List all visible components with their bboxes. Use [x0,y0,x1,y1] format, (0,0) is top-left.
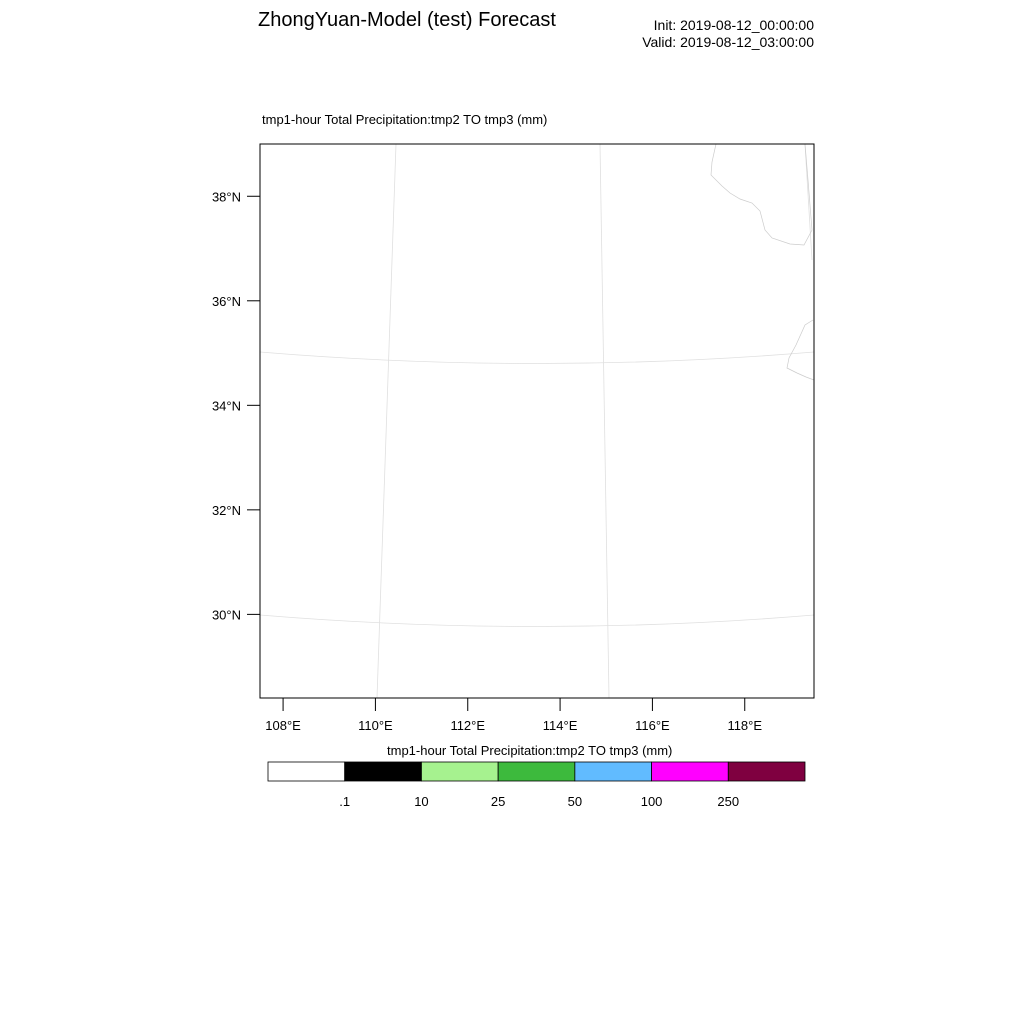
map-subtitle: tmp1-hour Total Precipitation:tmp2 TO tm… [262,112,548,127]
forecast-time-info: Init: 2019-08-12_00:00:00 Valid: 2019-08… [642,17,814,51]
meridian-115e [599,143,610,699]
meridian-120e [804,143,813,261]
colorbar-bin-1 [344,761,422,782]
colorbar-label-0: .1 [339,794,350,809]
colorbar-label-1: 10 [414,794,428,809]
colorbar-bin-4 [574,761,652,782]
lat-label-32: 32°N [212,503,241,518]
forecast-title: ZhongYuan-Model (test) Forecast [258,9,556,31]
meridian-110e [376,143,397,699]
lon-label-116: 116°E [635,718,670,733]
colorbar-title: tmp1-hour Total Precipitation:tmp2 TO tm… [387,743,673,758]
colorbar-bin-2 [421,761,499,782]
colorbar-bin-6 [727,761,806,782]
precipitation-colorbar: .1 10 25 50 100 250 [267,761,806,809]
colorbar-label-3: 50 [568,794,582,809]
lat-label-30: 30°N [212,607,241,622]
lat-label-34: 34°N [212,398,241,413]
lon-label-112: 112°E [450,718,485,733]
colorbar-label-2: 25 [491,794,505,809]
parallel-30n [259,614,815,627]
lat-label-36: 36°N [212,294,241,309]
coastline [710,143,815,381]
colorbar-bin-0 [267,761,346,782]
valid-time: Valid: 2019-08-12_03:00:00 [642,34,814,50]
lon-label-108: 108°E [265,718,301,733]
colorbar-bin-5 [651,761,729,782]
colorbar-label-5: 250 [717,794,739,809]
longitude-axis: 108°E 110°E 112°E 114°E 116°E 118°E [265,698,762,733]
lon-label-110: 110°E [358,718,393,733]
lon-label-114: 114°E [543,718,578,733]
colorbar-label-4: 100 [641,794,663,809]
colorbar-bin-3 [497,761,576,782]
latitude-axis: 38°N 36°N 34°N 32°N 30°N [212,189,260,622]
init-time: Init: 2019-08-12_00:00:00 [653,17,814,33]
lon-label-118: 118°E [727,718,762,733]
coastline-north [710,143,813,246]
coastline-east [786,319,815,381]
lat-label-38: 38°N [212,189,241,204]
map-frame [259,143,815,699]
graticule [259,143,815,699]
parallel-35n [259,351,815,364]
